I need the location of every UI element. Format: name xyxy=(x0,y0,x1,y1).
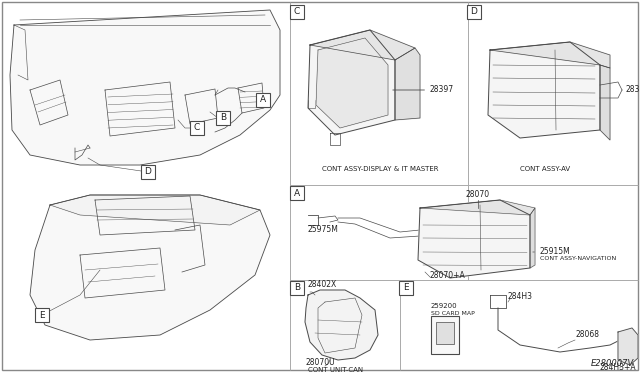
Polygon shape xyxy=(308,30,395,135)
Text: 284H3+A: 284H3+A xyxy=(600,363,636,372)
Bar xyxy=(290,281,304,295)
Bar xyxy=(216,111,230,125)
Text: B: B xyxy=(294,283,300,292)
Text: 28070U: 28070U xyxy=(305,358,335,367)
Polygon shape xyxy=(395,48,420,120)
Text: 25915M: 25915M xyxy=(532,247,571,257)
Text: CONT UNIT-CAN: CONT UNIT-CAN xyxy=(308,367,363,372)
Text: 284H3: 284H3 xyxy=(508,292,533,301)
Polygon shape xyxy=(600,65,610,140)
Text: 25975M: 25975M xyxy=(308,225,339,234)
Text: C: C xyxy=(194,124,200,132)
Polygon shape xyxy=(50,195,260,225)
Bar xyxy=(436,322,454,344)
Polygon shape xyxy=(488,42,600,138)
Text: E: E xyxy=(403,283,409,292)
Text: 28397: 28397 xyxy=(393,86,454,94)
Text: D: D xyxy=(145,167,152,176)
Polygon shape xyxy=(310,30,415,60)
Text: B: B xyxy=(220,113,226,122)
Text: D: D xyxy=(470,7,477,16)
Polygon shape xyxy=(420,200,535,215)
Bar xyxy=(290,5,304,19)
Bar xyxy=(290,186,304,200)
Bar xyxy=(190,121,204,135)
Text: CONT ASSY-NAVIGATION: CONT ASSY-NAVIGATION xyxy=(540,256,616,261)
Polygon shape xyxy=(530,208,535,268)
Bar xyxy=(431,316,459,354)
Text: 28068: 28068 xyxy=(575,330,599,339)
Bar xyxy=(399,281,413,295)
Bar xyxy=(35,308,49,322)
Bar xyxy=(256,93,270,107)
Polygon shape xyxy=(30,195,270,340)
Text: CONT ASSY-DISPLAY & IT MASTER: CONT ASSY-DISPLAY & IT MASTER xyxy=(322,166,438,172)
Text: CONT ASSY-AV: CONT ASSY-AV xyxy=(520,166,570,172)
Polygon shape xyxy=(316,38,388,128)
Polygon shape xyxy=(490,42,610,68)
Text: SD CARD MAP: SD CARD MAP xyxy=(431,311,475,316)
Polygon shape xyxy=(618,328,638,365)
Polygon shape xyxy=(418,200,530,278)
Text: 28070+A: 28070+A xyxy=(430,271,466,280)
Text: A: A xyxy=(294,189,300,198)
Text: E: E xyxy=(39,311,45,320)
Polygon shape xyxy=(10,10,280,165)
Text: 259200: 259200 xyxy=(431,303,458,309)
Text: 28330M: 28330M xyxy=(622,86,640,94)
Text: E280007V: E280007V xyxy=(591,359,634,368)
Text: C: C xyxy=(294,7,300,16)
Polygon shape xyxy=(305,290,378,360)
Bar xyxy=(141,165,155,179)
Text: 28070: 28070 xyxy=(466,190,490,199)
Bar xyxy=(467,5,481,19)
Text: A: A xyxy=(260,96,266,105)
Text: 28402X: 28402X xyxy=(308,280,337,289)
